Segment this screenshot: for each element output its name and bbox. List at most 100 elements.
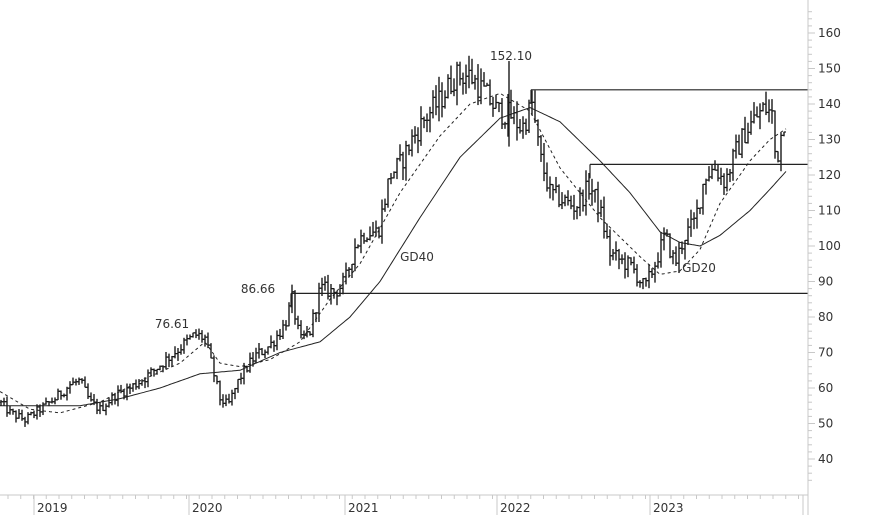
- ohlc-bar: [464, 64, 468, 94]
- ohlc-bar: [590, 178, 594, 206]
- ohlc-bar: [686, 218, 690, 245]
- ohlc-bar: [176, 347, 180, 361]
- ohlc-bar: [701, 183, 705, 215]
- ohlc-bar: [593, 188, 597, 203]
- chart-annotation: 86.66: [241, 282, 275, 296]
- ohlc-bar: [677, 242, 681, 274]
- y-tick-label: 60: [818, 381, 833, 395]
- gd40-line: [0, 106, 787, 407]
- ohlc-bar: [599, 199, 603, 218]
- ohlc-bar: [80, 378, 84, 384]
- ohlc-bar: [656, 252, 660, 269]
- ohlc-bar: [503, 121, 507, 129]
- y-tick-label: 80: [818, 310, 833, 324]
- ohlc-bar: [584, 170, 588, 216]
- ohlc-bar: [764, 91, 768, 116]
- ohlc-bar: [626, 255, 630, 278]
- ohlc-bar: [434, 85, 438, 116]
- ohlc-bar: [470, 58, 474, 85]
- ohlc-bar: [572, 194, 576, 220]
- ohlc-bar: [410, 129, 414, 157]
- ohlc-bar: [200, 330, 204, 343]
- ohlc-bar: [566, 190, 570, 206]
- ohlc-bar: [563, 194, 567, 207]
- ohlc-bar: [545, 162, 549, 192]
- ohlc-bar: [632, 256, 636, 274]
- ohlc-bar: [203, 334, 207, 347]
- ohlc-bar: [476, 64, 480, 106]
- ohlc-bar: [275, 330, 279, 351]
- ohlc-bar: [557, 184, 561, 208]
- ohlc-bar: [77, 377, 81, 385]
- ohlc-bar: [569, 195, 573, 210]
- ohlc-bar: [695, 199, 699, 229]
- ohlc-bar: [128, 383, 132, 394]
- ohlc-bar: [254, 347, 258, 363]
- ohlc-bar: [554, 176, 558, 194]
- ohlc-bar: [659, 231, 663, 268]
- ohlc-bar: [314, 312, 318, 323]
- ohlc-bar: [602, 196, 606, 239]
- ohlc-bar: [233, 387, 237, 400]
- ohlc-bar: [362, 232, 366, 244]
- ohlc-bar: [560, 192, 564, 210]
- ohlc-bar: [236, 378, 240, 393]
- ohlc-bar: [257, 343, 261, 359]
- ohlc-bar: [491, 96, 495, 117]
- ohlc-bar: [722, 173, 726, 195]
- ohlc-bar: [224, 394, 228, 407]
- ohlc-bar: [422, 116, 426, 129]
- ohlc-bar: [524, 118, 528, 135]
- ohlc-bar: [653, 261, 657, 283]
- ohlc-bar: [341, 272, 345, 295]
- ohlc-bar: [458, 61, 462, 86]
- ohlc-bar: [650, 268, 654, 278]
- ohlc-bar: [368, 226, 372, 241]
- ohlc-bar: [623, 252, 627, 279]
- ohlc-bar: [125, 383, 129, 401]
- x-axis: 2019 2020 2021 2022 2023: [0, 494, 808, 515]
- ohlc-bar: [215, 375, 219, 385]
- ohlc-bar: [689, 209, 693, 237]
- ohlc-bar: [698, 207, 702, 215]
- ohlc-bar: [611, 248, 615, 261]
- ohlc-bar: [14, 410, 18, 423]
- ohlc-bar: [482, 72, 486, 87]
- ohlc-bar: [515, 101, 519, 141]
- ohlc-bar: [647, 264, 651, 289]
- ohlc-bar: [383, 198, 387, 212]
- ohlc-bar: [425, 113, 429, 133]
- ohlc-bar: [134, 379, 138, 390]
- y-tick-label: 40: [818, 452, 833, 466]
- y-tick-label: 70: [818, 346, 833, 360]
- y-tick-label: 90: [818, 275, 833, 289]
- ohlc-bar: [707, 166, 711, 182]
- ohlc-bar: [728, 168, 732, 183]
- ohlc-bar: [542, 142, 546, 182]
- ohlc-bar: [767, 99, 771, 123]
- ohlc-bar: [206, 332, 210, 349]
- ohlc-bar: [443, 90, 447, 109]
- y-tick-label: 160: [818, 26, 841, 40]
- ohlc-bar: [116, 385, 120, 407]
- x-tick-label: 2022: [500, 501, 531, 515]
- ohlc-bar: [449, 65, 453, 95]
- ohlc-bar: [488, 79, 492, 106]
- ohlc-bar: [758, 103, 762, 130]
- ohlc-bar: [401, 151, 405, 181]
- ohlc-bar: [635, 264, 639, 287]
- ohlc-bar: [455, 61, 459, 106]
- ohlc-bar: [230, 389, 234, 406]
- ohlc-bar: [389, 173, 393, 185]
- plot-area: [0, 55, 808, 427]
- ohlc-bar: [344, 262, 348, 285]
- ohlc-bar: [419, 106, 423, 146]
- chart-annotation: GD40: [400, 250, 434, 264]
- ohlc-bar: [473, 74, 477, 90]
- ohlc-bar: [263, 349, 267, 359]
- ohlc-bar: [197, 328, 201, 340]
- ohlc-bar: [221, 394, 225, 408]
- ohlc-bar: [185, 334, 189, 346]
- ohlc-bar: [704, 178, 708, 195]
